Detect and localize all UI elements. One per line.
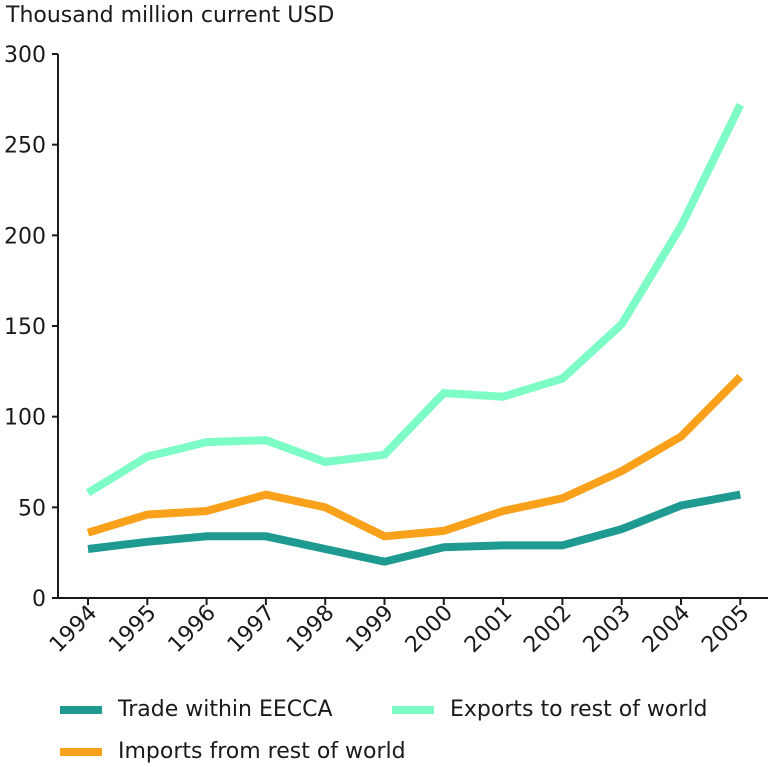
x-tick-label-1996: 1996	[164, 601, 221, 658]
series-exports-to-rest-of-world	[85, 103, 744, 497]
x-tick-label-1998: 1998	[282, 601, 339, 658]
series-line-exports-to-rest-of-world	[85, 103, 744, 497]
x-tick-label-2005: 2005	[697, 601, 754, 658]
x-tick-label-1999: 1999	[341, 601, 398, 658]
x-tick-label-1997: 1997	[223, 601, 280, 658]
y-tick-label-300: 300	[4, 43, 46, 68]
x-tick-label-2004: 2004	[638, 601, 695, 658]
x-tick-label-1994: 1994	[45, 601, 102, 658]
x-tick-label-2001: 2001	[460, 601, 517, 658]
x-tick-label-2003: 2003	[579, 601, 636, 658]
series-line-trade-within-eecca	[87, 490, 742, 566]
y-tick-label-50: 50	[18, 496, 46, 521]
y-tick-label-100: 100	[4, 406, 46, 431]
y-axis: 0 50 100 150 200 250 300	[4, 43, 59, 612]
x-tick-label-1995: 1995	[104, 601, 161, 658]
x-tick-label-2000: 2000	[401, 601, 458, 658]
y-tick-label-200: 200	[4, 224, 46, 249]
y-axis-unit-label: Thousand million current USD	[5, 3, 334, 28]
y-tick-label-150: 150	[4, 315, 46, 340]
series-imports-from-rest-of-world	[86, 373, 744, 541]
x-axis: 1994 1995 1996 1997 1998 1999 2000 2001 2002 2003…	[45, 597, 768, 658]
series-lines	[85, 103, 744, 566]
series-trade-within-eecca	[87, 490, 742, 566]
y-tick-label-250: 250	[4, 134, 46, 159]
y-tick-label-0: 0	[32, 587, 46, 612]
series-line-imports-from-rest-of-world	[86, 373, 744, 541]
x-tick-label-2002: 2002	[519, 601, 576, 658]
